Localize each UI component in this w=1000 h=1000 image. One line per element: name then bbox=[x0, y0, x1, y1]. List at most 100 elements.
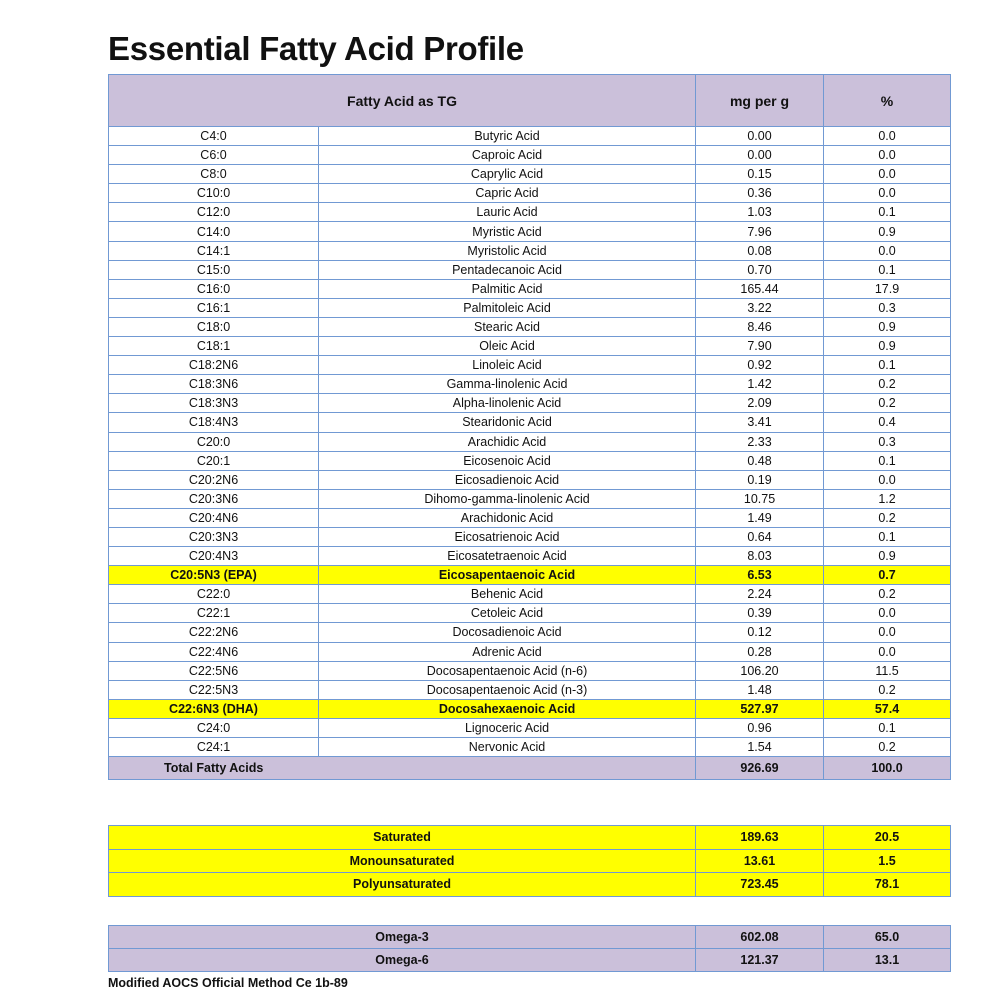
fatty-acid-name: Nervonic Acid bbox=[317, 736, 697, 758]
table-row: C22:0 Behenic Acid 2.24 0.2 bbox=[108, 584, 952, 605]
mg-per-g-value: 0.28 bbox=[695, 641, 825, 662]
fatty-acid-table: Fatty Acid as TG mg per g % C4:0 Butyric … bbox=[107, 74, 952, 781]
fatty-acid-code: C14:1 bbox=[108, 240, 319, 261]
mg-per-g-value: 0.48 bbox=[695, 450, 825, 471]
fatty-acid-name: Stearidonic Acid bbox=[317, 412, 697, 433]
mg-per-g-value: 2.33 bbox=[695, 431, 825, 452]
fatty-acid-code: C10:0 bbox=[108, 183, 319, 204]
method-footnote: Modified AOCS Official Method Ce 1b-89 bbox=[108, 976, 348, 990]
mg-per-g-value: 0.64 bbox=[695, 526, 825, 548]
percent-value: 0.1 bbox=[823, 259, 952, 280]
percent-value: 0.2 bbox=[823, 584, 952, 605]
percent-value: 0.4 bbox=[823, 412, 952, 433]
mg-per-g-value: 0.00 bbox=[695, 145, 825, 166]
saturation-row-mg: 723.45 bbox=[695, 872, 824, 897]
fatty-acid-code: C8:0 bbox=[108, 164, 319, 185]
omega-row-label: Omega-6 bbox=[108, 948, 696, 972]
fatty-acid-code: C14:0 bbox=[108, 221, 319, 242]
mg-per-g-value: 8.03 bbox=[695, 546, 825, 567]
table-row: C20:5N3 (EPA) Eicosapentaenoic Acid 6.53 0.… bbox=[108, 565, 952, 586]
mg-per-g-value: 0.19 bbox=[695, 469, 825, 490]
omega-row-percent: 13.1 bbox=[823, 948, 951, 972]
fatty-acid-name: Lauric Acid bbox=[317, 202, 697, 223]
fatty-acid-code: C20:1 bbox=[108, 450, 319, 471]
total-percent: 100.0 bbox=[823, 756, 952, 781]
percent-value: 0.1 bbox=[823, 202, 952, 223]
fatty-acid-name: Behenic Acid bbox=[317, 584, 697, 605]
mg-per-g-value: 165.44 bbox=[695, 278, 825, 299]
header-fatty-acid: Fatty Acid as TG bbox=[107, 74, 697, 127]
table-row: C20:4N3 Eicosatetraenoic Acid 8.03 0.9 bbox=[108, 546, 952, 567]
fatty-acid-code: C22:6N3 (DHA) bbox=[108, 698, 319, 719]
table-row: C22:1 Cetoleic Acid 0.39 0.0 bbox=[108, 603, 952, 624]
fatty-acid-name: Eicosenoic Acid bbox=[317, 450, 697, 471]
fatty-acid-code: C15:0 bbox=[108, 259, 319, 280]
mg-per-g-value: 2.24 bbox=[695, 584, 825, 605]
table-row: C20:3N3 Eicosatrienoic Acid 0.64 0.1 bbox=[108, 526, 952, 548]
fatty-acid-code: C22:5N3 bbox=[108, 679, 319, 700]
omega-row-mg: 602.08 bbox=[695, 925, 824, 949]
mg-per-g-value: 3.41 bbox=[695, 412, 825, 433]
mg-per-g-value: 7.90 bbox=[695, 336, 825, 357]
table-row: C16:1 Palmitoleic Acid 3.22 0.3 bbox=[108, 297, 952, 318]
fatty-acid-name: Pentadecanoic Acid bbox=[317, 259, 697, 280]
percent-value: 0.2 bbox=[823, 374, 952, 395]
table-row: C18:1 Oleic Acid 7.90 0.9 bbox=[108, 336, 952, 357]
fatty-acid-code: C16:1 bbox=[108, 297, 319, 318]
percent-value: 0.3 bbox=[823, 297, 952, 318]
table-header-row: Fatty Acid as TG mg per g % bbox=[107, 74, 952, 127]
percent-value: 0.0 bbox=[823, 641, 952, 662]
mg-per-g-value: 1.54 bbox=[695, 736, 825, 758]
fatty-acid-code: C24:0 bbox=[108, 717, 319, 739]
fatty-acid-code: C16:0 bbox=[108, 278, 319, 299]
fatty-acid-name: Arachidic Acid bbox=[317, 431, 697, 452]
total-mg: 926.69 bbox=[695, 756, 825, 781]
fatty-acid-code: C22:5N6 bbox=[108, 660, 319, 681]
omega-summary-table: Omega-3 602.08 65.0 Omega-6 121.37 13.1 bbox=[108, 925, 951, 972]
fatty-acid-name: Palmitoleic Acid bbox=[317, 297, 697, 318]
fatty-acid-name: Capric Acid bbox=[317, 183, 697, 204]
fatty-acid-code: C6:0 bbox=[108, 145, 319, 166]
table-row: C20:3N6 Dihomo-gamma-linolenic Acid 10.75 1… bbox=[108, 488, 952, 509]
saturation-row-mg: 13.61 bbox=[695, 848, 824, 873]
fatty-acid-name: Stearic Acid bbox=[317, 316, 697, 338]
mg-per-g-value: 1.42 bbox=[695, 374, 825, 395]
fatty-acid-code: C18:2N6 bbox=[108, 355, 319, 376]
percent-value: 0.0 bbox=[823, 622, 952, 643]
table-row: C24:1 Nervonic Acid 1.54 0.2 bbox=[108, 736, 952, 758]
table-row: C22:6N3 (DHA) Docosahexaenoic Acid 527.97 5… bbox=[108, 698, 952, 719]
fatty-acid-name: Docosahexaenoic Acid bbox=[317, 698, 697, 719]
fatty-acid-code: C20:3N6 bbox=[108, 488, 319, 509]
fatty-acid-name: Docosapentaenoic Acid (n-6) bbox=[317, 660, 697, 681]
table-row: C22:5N6 Docosapentaenoic Acid (n-6) 106.20… bbox=[108, 660, 952, 681]
mg-per-g-value: 2.09 bbox=[695, 393, 825, 414]
fatty-acid-code: C18:0 bbox=[108, 316, 319, 338]
page-title: Essential Fatty Acid Profile bbox=[108, 30, 524, 67]
percent-value: 0.2 bbox=[823, 507, 952, 528]
table-row: C18:2N6 Linoleic Acid 0.92 0.1 bbox=[108, 355, 952, 376]
fatty-acid-code: C20:5N3 (EPA) bbox=[108, 565, 319, 586]
percent-value: 0.1 bbox=[823, 526, 952, 548]
mg-per-g-value: 1.49 bbox=[695, 507, 825, 528]
fatty-acid-code: C20:0 bbox=[108, 431, 319, 452]
percent-value: 0.1 bbox=[823, 355, 952, 376]
table-row: C20:2N6 Eicosadienoic Acid 0.19 0.0 bbox=[108, 469, 952, 490]
omega-row-percent: 65.0 bbox=[823, 925, 951, 949]
fatty-acid-name: Eicosatetraenoic Acid bbox=[317, 546, 697, 567]
fatty-acid-name: Docosadienoic Acid bbox=[317, 622, 697, 643]
fatty-acid-name: Docosapentaenoic Acid (n-3) bbox=[317, 679, 697, 700]
table-row: C12:0 Lauric Acid 1.03 0.1 bbox=[108, 202, 952, 223]
fatty-acid-code: C18:4N3 bbox=[108, 412, 319, 433]
percent-value: 0.3 bbox=[823, 431, 952, 452]
percent-value: 0.0 bbox=[823, 603, 952, 624]
mg-per-g-value: 0.92 bbox=[695, 355, 825, 376]
fatty-acid-name: Cetoleic Acid bbox=[317, 603, 697, 624]
table-row: C22:5N3 Docosapentaenoic Acid (n-3) 1.48 0.… bbox=[108, 679, 952, 700]
table-row: C4:0 Butyric Acid 0.00 0.0 bbox=[108, 125, 952, 147]
fatty-acid-name: Lignoceric Acid bbox=[317, 717, 697, 739]
table-row: C14:1 Myristolic Acid 0.08 0.0 bbox=[108, 240, 952, 261]
mg-per-g-value: 10.75 bbox=[695, 488, 825, 509]
fatty-acid-code: C18:1 bbox=[108, 336, 319, 357]
saturation-row: Monounsaturated 13.61 1.5 bbox=[108, 848, 951, 873]
table-row: C18:3N3 Alpha-linolenic Acid 2.09 0.2 bbox=[108, 393, 952, 414]
